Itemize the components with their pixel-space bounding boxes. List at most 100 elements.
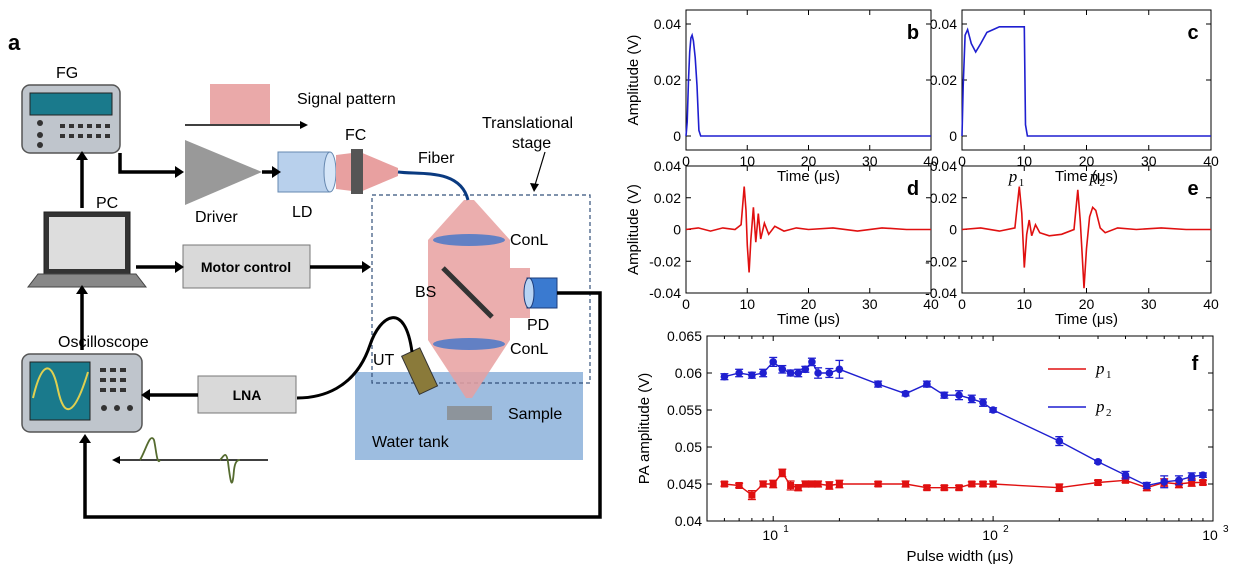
data-point <box>874 380 882 388</box>
plot-frame <box>961 9 1212 151</box>
conl-bottom-label: ConL <box>510 341 548 358</box>
y-tick-label: 0.06 <box>675 365 702 381</box>
data-point <box>778 469 786 477</box>
series-line <box>685 186 931 273</box>
signal-pattern-label: Signal pattern <box>297 91 396 108</box>
data-point <box>778 365 787 374</box>
data-point <box>968 480 976 488</box>
oscilloscope-label: Oscilloscope <box>58 334 149 351</box>
data-point <box>1055 437 1064 445</box>
x-tick-exponent: 3 <box>1223 524 1229 535</box>
peak-annotation: p <box>1089 167 1099 186</box>
fg-label: FG <box>56 65 78 82</box>
stage-pointer <box>534 151 546 186</box>
data-point <box>1143 481 1151 490</box>
y-tick-label: 0.045 <box>667 476 702 492</box>
x-tick-label: 40 <box>1203 296 1219 312</box>
x-tick-label: 40 <box>923 296 939 312</box>
y-axis-label: Amplitude (V) <box>625 184 642 275</box>
data-point <box>808 480 816 488</box>
data-point <box>787 481 795 489</box>
signal-pattern-pulse <box>210 84 270 124</box>
data-point <box>1188 479 1196 487</box>
transducer-cable <box>296 316 414 400</box>
driver-label: Driver <box>195 209 238 226</box>
x-axis-label: Time (μs) <box>777 311 840 328</box>
y-tick-label: 0.02 <box>654 72 681 88</box>
x-tick-label: 30 <box>862 296 878 312</box>
y-axis-label: PA amplitude (V) <box>636 373 653 484</box>
data-point <box>801 365 810 374</box>
x-axis-label: Pulse width (μs) <box>906 548 1013 565</box>
series-line <box>724 360 1203 487</box>
data-point <box>720 372 729 381</box>
data-point <box>1187 472 1196 481</box>
x-tick-label: 10 <box>1016 296 1032 312</box>
pc-label: PC <box>96 195 118 212</box>
data-point <box>786 369 795 377</box>
sample <box>447 406 492 420</box>
pd-label: PD <box>527 317 549 334</box>
data-point <box>940 391 949 400</box>
y-tick-label: 0.05 <box>675 439 702 455</box>
legend-label-sub: 2 <box>1106 407 1112 419</box>
x-tick-label: 20 <box>801 153 817 169</box>
data-point <box>1094 458 1102 466</box>
x-tick-label: 10 <box>739 296 755 312</box>
x-tick-label: 0 <box>682 296 690 312</box>
data-point <box>1094 479 1102 487</box>
data-point <box>1055 484 1063 492</box>
data-point <box>794 369 803 377</box>
stage-label-1: Translational <box>482 115 573 132</box>
lna-box <box>197 375 297 414</box>
water-tank-label: Water tank <box>372 434 450 451</box>
peak-annotation: p <box>1008 167 1018 186</box>
data-point <box>735 369 743 377</box>
data-point <box>759 480 767 488</box>
peak-annotation-sub: 2 <box>1100 177 1106 189</box>
ut-label: UT <box>373 352 395 369</box>
fiber-coupler <box>351 149 363 194</box>
x-tick-exponent: 2 <box>1003 524 1009 535</box>
data-point <box>748 371 756 380</box>
beam-vertical <box>428 240 510 340</box>
data-point <box>1121 471 1130 479</box>
chart-f: 0.04 0.045 0.05 0.055 0.06 0.065 10 1 10 2 10 3 Puls… <box>636 328 1229 565</box>
y-tick-label: 0.02 <box>930 190 957 206</box>
arrowhead-icon <box>112 456 120 464</box>
series-line <box>961 25 1211 137</box>
plot-frame <box>685 9 932 151</box>
chart-d: -0.04 -0.02 0 0.02 0.04 0 10 20 30 40 Time (μs) Amp… <box>625 158 939 328</box>
y-tick-label: 0 <box>949 222 957 238</box>
data-point <box>759 369 767 377</box>
x-tick-label: 20 <box>1079 153 1095 169</box>
beam-splitter <box>441 266 494 319</box>
y-tick-label: 0.04 <box>930 16 957 32</box>
x-tick-label: 0 <box>682 153 690 169</box>
bs-label: BS <box>415 284 436 301</box>
data-point <box>989 480 997 488</box>
laser-diode <box>277 151 331 193</box>
data-point <box>979 398 987 407</box>
sample-label: Sample <box>508 406 562 423</box>
y-tick-label: -0.04 <box>925 285 957 301</box>
data-point <box>989 406 997 414</box>
panel-label-b: b <box>907 22 919 44</box>
data-point <box>825 369 834 377</box>
data-point <box>808 358 816 366</box>
x-tick-label: 10 <box>1202 527 1218 543</box>
x-tick-label: 40 <box>923 153 939 169</box>
waveform-sketch <box>139 437 241 484</box>
data-point <box>1175 476 1183 485</box>
data-point <box>901 389 910 398</box>
y-tick-label: 0 <box>949 128 957 144</box>
y-tick-label: 0.04 <box>654 158 681 174</box>
connection-lines <box>80 153 602 519</box>
panel-label-e: e <box>1187 178 1198 200</box>
x-axis-label: Time (μs) <box>777 168 840 185</box>
motor-control-label: Motor control <box>201 259 291 275</box>
x-tick-label: 30 <box>862 153 878 169</box>
x-tick-label: 20 <box>801 296 817 312</box>
legend-label: p <box>1095 397 1105 416</box>
